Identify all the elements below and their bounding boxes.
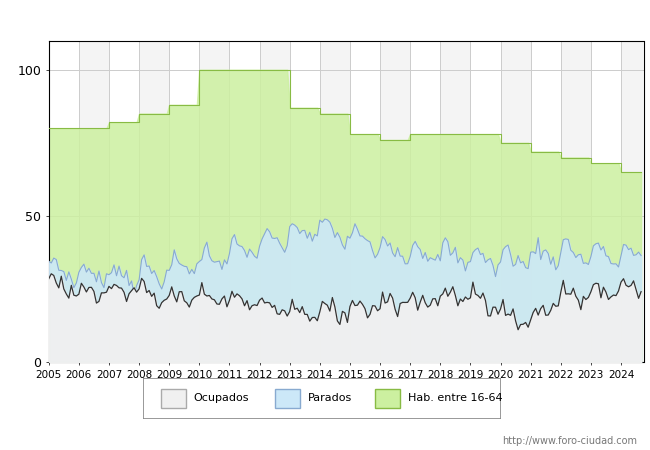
Bar — [621, 40, 644, 362]
Bar — [376, 389, 400, 408]
Bar — [561, 40, 591, 362]
Bar — [276, 389, 300, 408]
Bar — [500, 40, 530, 362]
Bar — [161, 389, 186, 408]
Bar — [440, 40, 471, 362]
Bar — [79, 40, 109, 362]
FancyBboxPatch shape — [143, 378, 501, 419]
Text: Marrupe - Evolucion de la poblacion en edad de Trabajar Septiembre de 2024: Marrupe - Evolucion de la poblacion en e… — [82, 10, 568, 23]
Text: http://www.foro-ciudad.com: http://www.foro-ciudad.com — [502, 436, 637, 446]
Bar — [380, 40, 410, 362]
Text: Hab. entre 16-64: Hab. entre 16-64 — [408, 393, 502, 403]
Bar — [259, 40, 290, 362]
Text: Ocupados: Ocupados — [193, 393, 248, 403]
Bar — [200, 40, 229, 362]
Bar — [139, 40, 169, 362]
Bar — [320, 40, 350, 362]
Text: Parados: Parados — [307, 393, 352, 403]
